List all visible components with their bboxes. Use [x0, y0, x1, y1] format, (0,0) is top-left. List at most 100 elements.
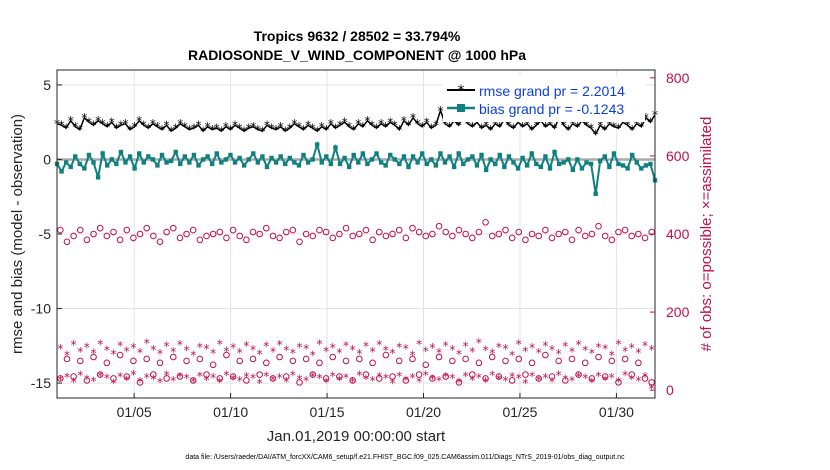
bias-point [424, 161, 429, 167]
rmse-point: * [574, 120, 580, 134]
bias-point [264, 164, 270, 170]
bias-point [461, 161, 466, 167]
rmse-point: * [81, 111, 87, 125]
assimilated-count-marker: * [549, 343, 555, 357]
rmse-point: * [141, 119, 147, 133]
assimilated-count-marker: * [316, 372, 322, 386]
rmse-point: * [410, 111, 416, 125]
legend-bias-marker [457, 104, 465, 112]
rmse-point: * [264, 119, 270, 133]
possible-count-marker [289, 357, 297, 365]
assimilated-count-marker: * [137, 346, 143, 360]
assimilated-count-marker: * [509, 348, 515, 362]
rmse-point: * [510, 122, 516, 136]
assimilated-count-marker: * [150, 343, 156, 357]
possible-count-marker [601, 232, 609, 240]
rmse-point: * [524, 117, 530, 131]
possible-count-marker [395, 226, 403, 234]
possible-count-marker [615, 379, 622, 386]
possible-count-marker [336, 373, 343, 380]
possible-count-marker [150, 232, 157, 240]
bias-point [534, 161, 539, 167]
bias-point [374, 151, 379, 156]
possible-count-marker [123, 226, 131, 234]
possible-count-marker [63, 238, 71, 246]
assimilated-count-marker: * [649, 382, 655, 396]
possible-count-marker [156, 359, 164, 367]
y2-tick-label: 800 [666, 70, 690, 86]
assimilated-count-marker: * [562, 340, 568, 354]
assimilated-count-marker: * [184, 372, 190, 386]
possible-count-marker [528, 230, 536, 238]
assimilated-count-marker: * [283, 344, 289, 358]
assimilated-count-marker: * [257, 376, 263, 390]
bias-point [196, 163, 201, 168]
rmse-point: * [209, 123, 215, 137]
possible-count-marker [269, 375, 277, 382]
assimilated-count-marker: * [383, 372, 389, 386]
assimilated-count-marker: * [529, 369, 535, 383]
bias-point [607, 164, 612, 170]
bias-point [383, 163, 388, 168]
rmse-point: * [95, 114, 101, 128]
possible-count-marker [169, 224, 177, 232]
possible-count-marker [296, 379, 303, 386]
bias-point [314, 142, 320, 147]
possible-count-marker [415, 371, 423, 378]
possible-count-marker [568, 236, 576, 244]
bias-point [210, 161, 215, 167]
bias-point [118, 149, 124, 155]
possible-count-marker [183, 230, 190, 238]
assimilated-count-marker: * [170, 374, 176, 388]
assimilated-count-marker: * [64, 371, 70, 385]
rmse-point: * [310, 122, 316, 136]
assimilated-count-marker: * [589, 376, 595, 390]
rmse-point: * [145, 122, 151, 136]
assimilated-count-marker: * [509, 370, 515, 384]
rmse-point: * [332, 122, 338, 136]
assimilated-count-marker: * [257, 347, 263, 361]
possible-count-marker [402, 377, 410, 384]
possible-count-marker [488, 353, 496, 361]
assimilated-count-marker: * [569, 374, 575, 388]
bias-point [59, 169, 64, 174]
rmse-point: * [442, 117, 448, 131]
possible-count-marker [588, 230, 596, 238]
bias-point [283, 161, 288, 167]
bias-point [255, 160, 261, 165]
assimilated-count-marker: * [396, 340, 402, 354]
possible-count-marker [641, 375, 649, 382]
rmse-point: * [282, 125, 288, 139]
assimilated-count-marker: * [403, 373, 409, 387]
possible-count-marker [223, 351, 230, 359]
rmse-point: * [625, 119, 631, 133]
rmse-point: * [177, 117, 183, 131]
rmse-point: * [314, 125, 320, 139]
rmse-point: * [196, 119, 202, 133]
possible-count-marker [176, 234, 184, 242]
y2-tick-label: 400 [666, 226, 690, 242]
bias-point [419, 151, 425, 156]
bias-point [214, 151, 219, 156]
assimilated-count-marker: * [449, 372, 455, 386]
possible-count-marker [282, 373, 290, 380]
bias-point [429, 157, 434, 162]
assimilated-count-marker: * [130, 341, 136, 355]
assimilated-count-marker: * [104, 344, 110, 358]
possible-count-marker [223, 234, 230, 242]
bias-point [310, 157, 315, 162]
possible-count-marker [70, 232, 77, 240]
possible-count-marker [628, 232, 636, 240]
possible-count-marker [229, 373, 237, 380]
rmse-point: * [383, 120, 389, 134]
possible-count-marker [442, 228, 450, 236]
bias-point [483, 167, 489, 173]
assimilated-count-marker: * [456, 347, 462, 361]
assimilated-count-marker: * [503, 374, 509, 388]
rmse-point: * [232, 119, 238, 133]
possible-count-marker [588, 375, 596, 382]
rmse-point: * [369, 119, 375, 133]
assimilated-count-marker: * [423, 344, 429, 358]
possible-count-marker [116, 236, 124, 244]
bias-point [611, 151, 617, 156]
